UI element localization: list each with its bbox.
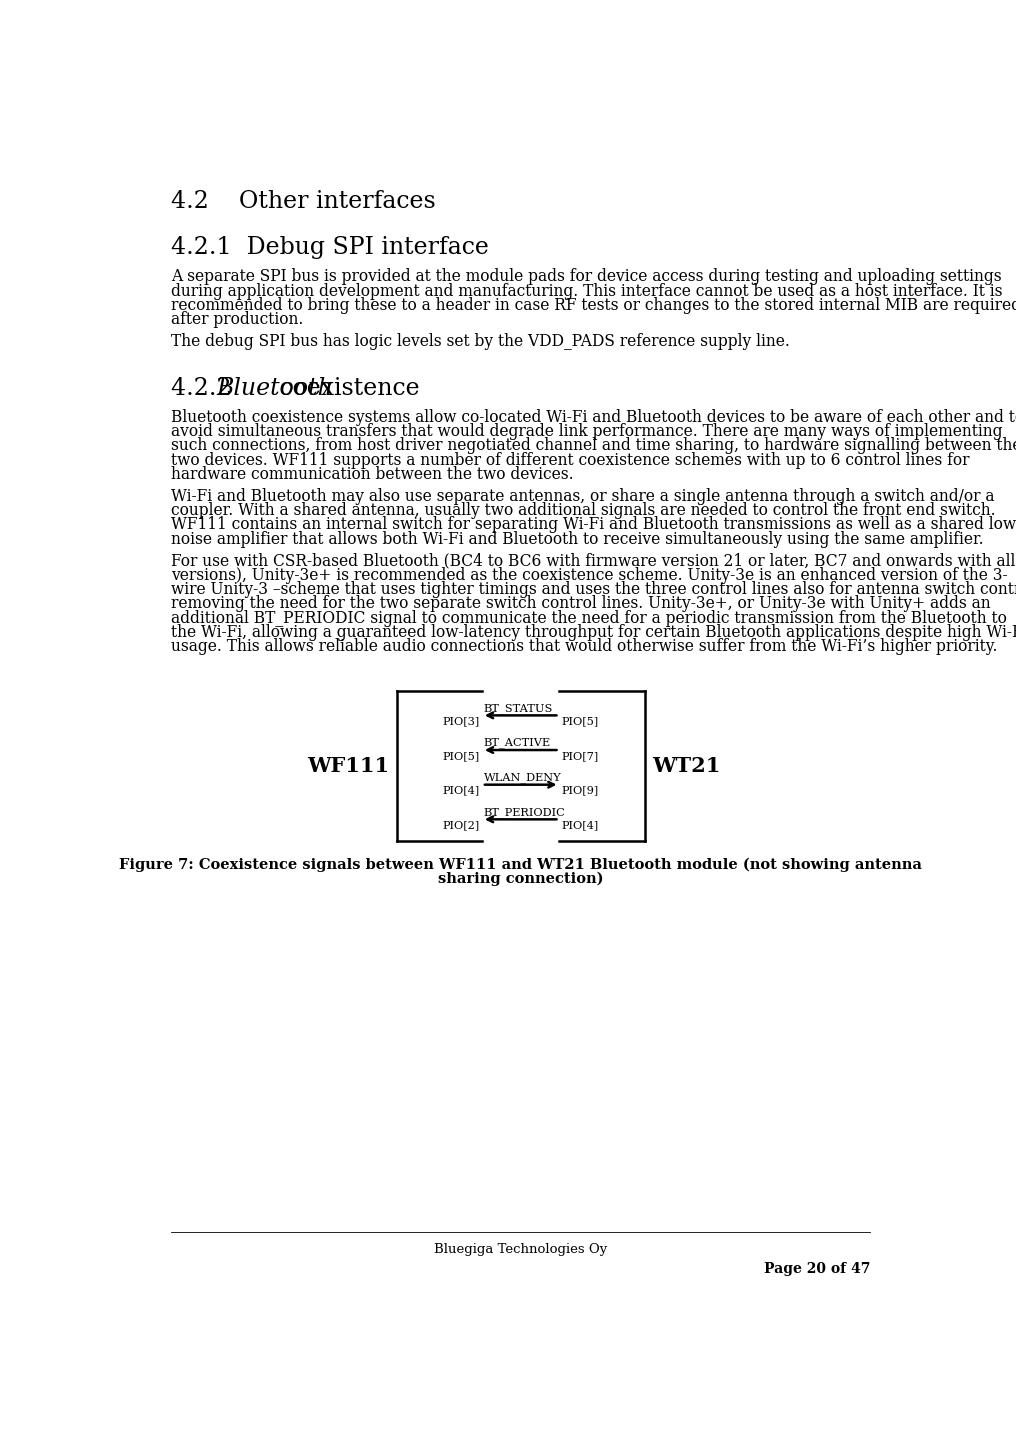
Text: the Wi-Fi, allowing a guaranteed low-latency throughput for certain Bluetooth ap: the Wi-Fi, allowing a guaranteed low-lat… xyxy=(171,624,1016,641)
Text: versions), Unity-3e+ is recommended as the coexistence scheme. Unity-3e is an en: versions), Unity-3e+ is recommended as t… xyxy=(171,566,1008,584)
Text: 4.2.2: 4.2.2 xyxy=(171,376,247,399)
Text: PIO[3]: PIO[3] xyxy=(442,716,480,726)
Text: after production.: after production. xyxy=(171,311,304,329)
Text: WF111 contains an internal switch for separating Wi-Fi and Bluetooth transmissio: WF111 contains an internal switch for se… xyxy=(171,516,1016,533)
Text: The debug SPI bus has logic levels set by the VDD_PADS reference supply line.: The debug SPI bus has logic levels set b… xyxy=(171,333,790,350)
Text: PIO[9]: PIO[9] xyxy=(562,785,599,795)
Text: wire Unity-3 –scheme that uses tighter timings and uses the three control lines : wire Unity-3 –scheme that uses tighter t… xyxy=(171,581,1016,598)
Text: WF111: WF111 xyxy=(307,757,389,775)
Text: PIO[2]: PIO[2] xyxy=(442,820,480,830)
Text: BT_PERIODIC: BT_PERIODIC xyxy=(484,807,565,818)
Text: For use with CSR-based Bluetooth (BC4 to BC6 with firmware version 21 or later, : For use with CSR-based Bluetooth (BC4 to… xyxy=(171,552,1016,569)
Text: PIO[4]: PIO[4] xyxy=(442,785,480,795)
Text: such connections, from host driver negotiated channel and time sharing, to hardw: such connections, from host driver negot… xyxy=(171,438,1016,454)
Text: PIO[7]: PIO[7] xyxy=(562,751,599,761)
Text: additional BT_PERIODIC signal to communicate the need for a periodic transmissio: additional BT_PERIODIC signal to communi… xyxy=(171,610,1007,627)
Text: noise amplifier that allows both Wi-Fi and Bluetooth to receive simultaneously u: noise amplifier that allows both Wi-Fi a… xyxy=(171,530,983,548)
Text: two devices. WF111 supports a number of different coexistence schemes with up to: two devices. WF111 supports a number of … xyxy=(171,451,969,468)
Text: PIO[4]: PIO[4] xyxy=(562,820,599,830)
Text: sharing connection): sharing connection) xyxy=(438,872,604,886)
Text: Page 20 of 47: Page 20 of 47 xyxy=(764,1262,871,1277)
Text: removing the need for the two separate switch control lines. Unity-3e+, or Unity: removing the need for the two separate s… xyxy=(171,595,991,612)
Text: coexistence: coexistence xyxy=(272,376,420,399)
Text: Bluetooth: Bluetooth xyxy=(216,376,333,399)
Text: PIO[5]: PIO[5] xyxy=(562,716,599,726)
Text: BT_ACTIVE: BT_ACTIVE xyxy=(484,738,551,748)
Text: 4.2.1  Debug SPI interface: 4.2.1 Debug SPI interface xyxy=(171,236,489,259)
Text: Wi-Fi and Bluetooth may also use separate antennas, or share a single antenna th: Wi-Fi and Bluetooth may also use separat… xyxy=(171,488,995,504)
Text: avoid simultaneous transfers that would degrade link performance. There are many: avoid simultaneous transfers that would … xyxy=(171,424,1003,440)
Text: coupler. With a shared antenna, usually two additional signals are needed to con: coupler. With a shared antenna, usually … xyxy=(171,501,996,519)
Text: recommended to bring these to a header in case RF tests or changes to the stored: recommended to bring these to a header i… xyxy=(171,297,1016,314)
Text: BT_STATUS: BT_STATUS xyxy=(484,703,553,713)
Text: WLAN_DENY: WLAN_DENY xyxy=(484,772,561,782)
Text: Bluetooth coexistence systems allow co-located Wi-Fi and Bluetooth devices to be: Bluetooth coexistence systems allow co-l… xyxy=(171,409,1016,427)
Text: 4.2    Other interfaces: 4.2 Other interfaces xyxy=(171,190,436,213)
Text: A separate SPI bus is provided at the module pads for device access during testi: A separate SPI bus is provided at the mo… xyxy=(171,268,1002,285)
Text: PIO[5]: PIO[5] xyxy=(442,751,480,761)
Text: Bluegiga Technologies Oy: Bluegiga Technologies Oy xyxy=(434,1244,608,1257)
Text: during application development and manufacturing. This interface cannot be used : during application development and manuf… xyxy=(171,282,1003,300)
Text: hardware communication between the two devices.: hardware communication between the two d… xyxy=(171,465,574,483)
Text: usage. This allows reliable audio connections that would otherwise suffer from t: usage. This allows reliable audio connec… xyxy=(171,638,998,656)
Text: Figure 7: Coexistence signals between WF111 and WT21 Bluetooth module (not showi: Figure 7: Coexistence signals between WF… xyxy=(119,857,923,872)
Text: WT21: WT21 xyxy=(652,757,720,775)
